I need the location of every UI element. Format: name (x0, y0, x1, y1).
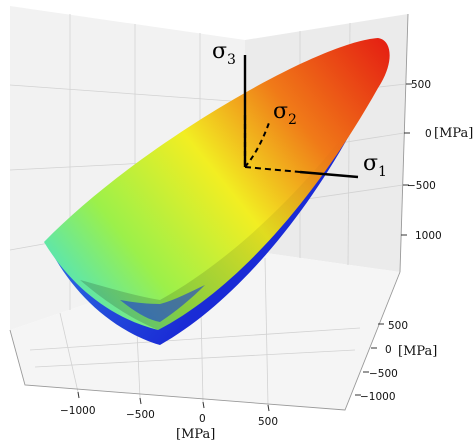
principal-axes: σ3 σ2 σ1 (212, 39, 387, 180)
surface-body (44, 38, 390, 330)
sigma2-label: σ2 (273, 99, 297, 128)
depth-axis-unit: [MPa] (398, 344, 437, 359)
vertical-axis: 500 0 −500 1000 [MPa] (401, 79, 473, 242)
depth-tick-label: −500 (369, 368, 398, 380)
box-edges (9, 271, 401, 411)
depth-tick-label: 500 (388, 320, 408, 332)
vertical-tick-label: 0 (425, 128, 432, 140)
tick-mark (77, 391, 80, 399)
front-tick-label: 0 (199, 413, 206, 425)
tick-mark (202, 401, 205, 409)
yield-surface (44, 38, 390, 345)
vertical-tick-label: 500 (411, 79, 431, 91)
surface-rim-inner (120, 285, 205, 322)
depth-tick-label: −1000 (360, 391, 396, 403)
front-tick-label: 500 (258, 416, 278, 428)
vertical-tick-label: −500 (407, 180, 436, 192)
depth-axis: 500 0 −500 −1000 [MPa] (355, 320, 437, 403)
tick-mark (139, 397, 142, 405)
vertical-axis-line (399, 13, 409, 273)
vertical-axis-unit: [MPa] (434, 126, 473, 141)
front-axis-unit: [MPa] (176, 427, 215, 442)
floor-pane (10, 250, 400, 410)
sigma3-label: σ3 (212, 39, 236, 68)
sigma1-axis (299, 170, 359, 179)
front-tick-label: −1000 (60, 405, 96, 417)
front-tick-label: −500 (126, 409, 155, 421)
front-axis: −1000 −500 0 500 [MPa] (60, 391, 278, 442)
depth-tick-label: 0 (385, 344, 392, 356)
vertical-tick-label: 1000 (415, 230, 442, 242)
sigma1-label: σ1 (363, 151, 387, 180)
sigma2-axis (244, 119, 271, 168)
tick-mark (267, 404, 270, 412)
